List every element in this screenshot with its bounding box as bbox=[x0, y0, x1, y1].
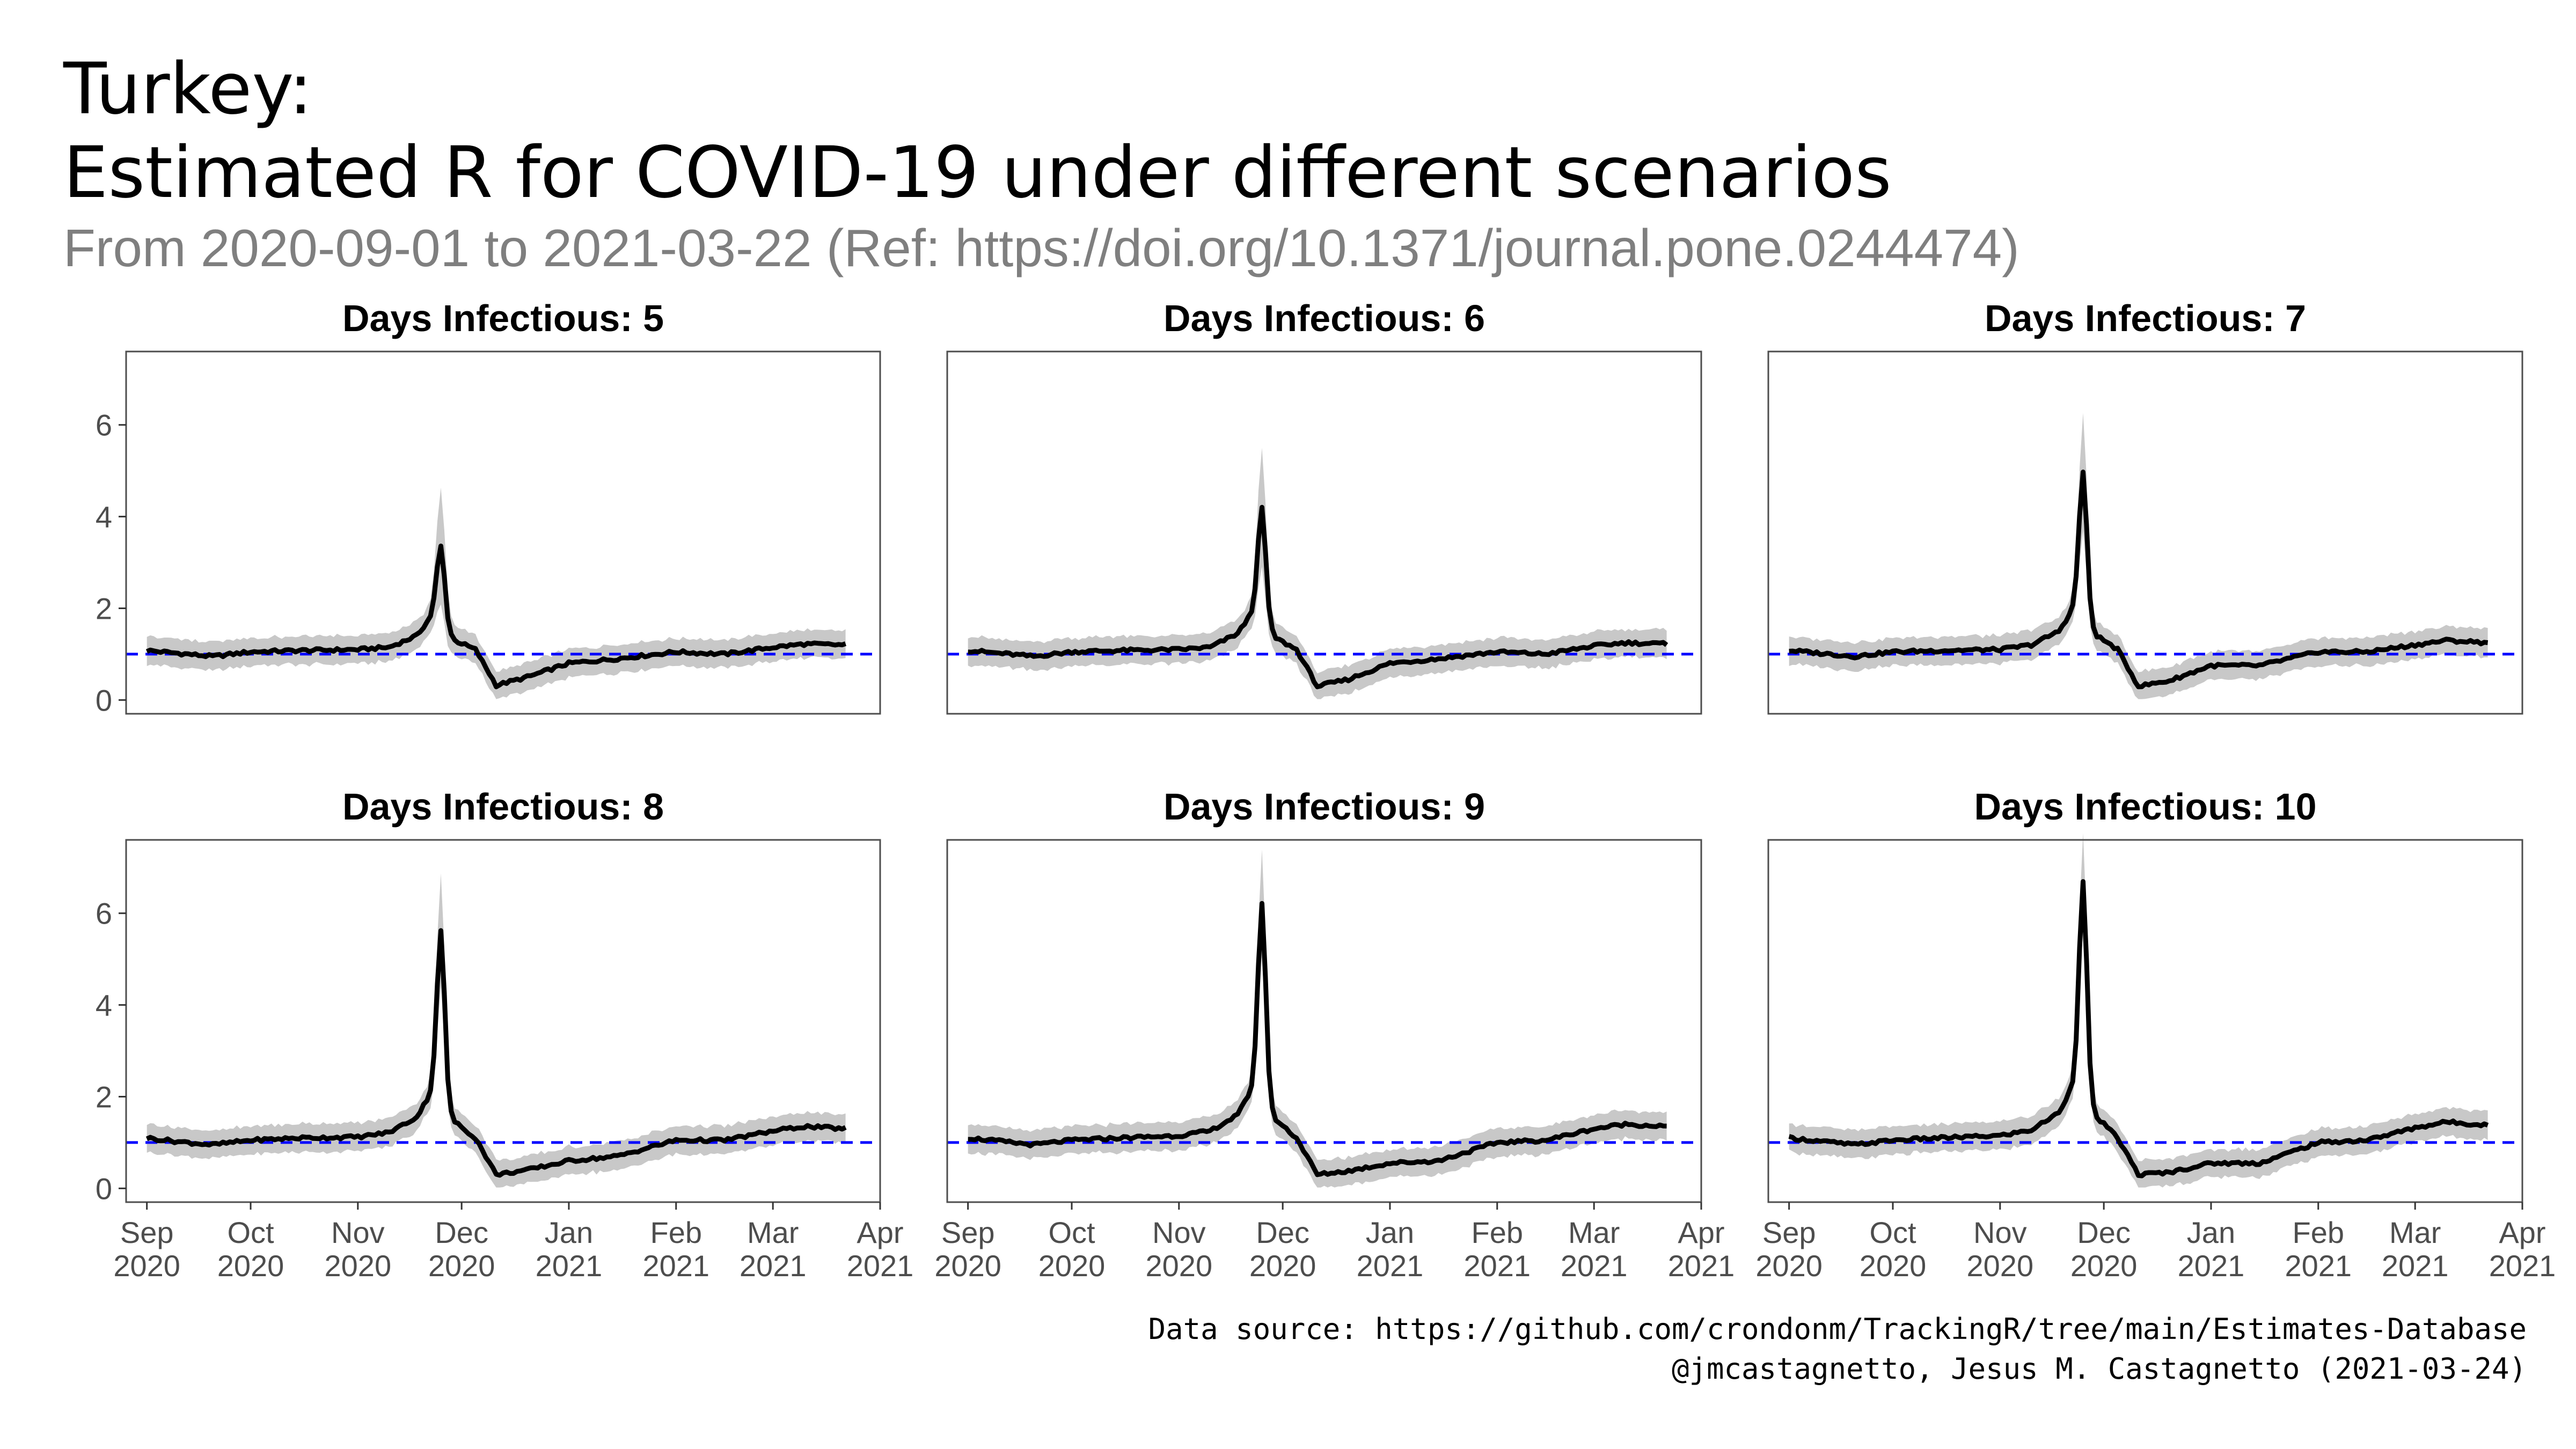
y-tick-label: 0 bbox=[96, 683, 112, 717]
x-tick-label-month: Nov bbox=[1152, 1216, 1206, 1249]
r-estimate-line bbox=[968, 504, 1668, 690]
x-tick-label-year: 2021 bbox=[536, 1249, 603, 1283]
y-tick-label: 6 bbox=[96, 897, 112, 931]
x-tick-label-year: 2020 bbox=[113, 1249, 180, 1283]
x-tick-label-month: Oct bbox=[1048, 1216, 1095, 1249]
panel-title: Days Infectious: 5 bbox=[342, 297, 664, 339]
x-tick-label-month: Feb bbox=[2292, 1216, 2344, 1249]
x-tick-label-year: 2021 bbox=[1357, 1249, 1424, 1283]
panel-title: Days Infectious: 10 bbox=[1974, 786, 2317, 828]
x-tick-label-year: 2021 bbox=[2178, 1249, 2245, 1283]
panel-title: Days Infectious: 7 bbox=[1985, 297, 2306, 339]
x-tick-label-year: 2020 bbox=[428, 1249, 495, 1283]
x-tick-label-month: Mar bbox=[1568, 1216, 1620, 1249]
panel-border bbox=[1767, 350, 2523, 715]
r-estimate-line bbox=[968, 901, 1667, 1177]
x-tick-label-year: 2021 bbox=[2285, 1249, 2352, 1283]
confidence-ribbon bbox=[1789, 413, 2488, 699]
x-tick-label-month: Sep bbox=[1762, 1216, 1816, 1249]
data-source-caption: Data source: https://github.com/crondonm… bbox=[1148, 1312, 2527, 1346]
x-tick-label-year: 2021 bbox=[847, 1249, 914, 1283]
x-tick-label-year: 2021 bbox=[2382, 1249, 2449, 1283]
x-tick-label-year: 2020 bbox=[1249, 1249, 1316, 1283]
title-line-1: Turkey: bbox=[63, 48, 313, 130]
x-tick-label-month: Nov bbox=[331, 1216, 385, 1249]
y-tick-label: 2 bbox=[96, 1080, 112, 1114]
panel-title: Days Infectious: 9 bbox=[1163, 786, 1485, 828]
x-tick-label-month: Feb bbox=[650, 1216, 702, 1249]
facet-panel: Days Infectious: 7 bbox=[1767, 297, 2523, 715]
y-tick-label: 0 bbox=[96, 1172, 112, 1205]
x-tick-label-year: 2021 bbox=[1463, 1249, 1531, 1283]
x-tick-label-month: Dec bbox=[1256, 1216, 1309, 1249]
confidence-ribbon bbox=[968, 448, 1667, 699]
x-tick-label-year: 2020 bbox=[2070, 1249, 2138, 1283]
x-tick-label-month: Oct bbox=[1869, 1216, 1916, 1249]
x-tick-label-year: 2021 bbox=[1561, 1249, 1628, 1283]
x-tick-label-month: Feb bbox=[1471, 1216, 1523, 1249]
x-tick-label-month: Mar bbox=[2389, 1216, 2441, 1249]
y-tick-label: 4 bbox=[96, 989, 112, 1022]
y-tick-label: 4 bbox=[96, 500, 112, 534]
x-tick-label-month: Dec bbox=[2077, 1216, 2131, 1249]
facet-panel: Days Infectious: 5 0 2 4 6 bbox=[96, 297, 881, 717]
x-tick-label-year: 2021 bbox=[642, 1249, 709, 1283]
x-tick-label-year: 2021 bbox=[2489, 1249, 2556, 1283]
y-tick-label: 6 bbox=[96, 408, 112, 442]
x-tick-label-year: 2020 bbox=[934, 1249, 1001, 1283]
y-tick-label: 2 bbox=[96, 591, 112, 625]
confidence-ribbon bbox=[147, 487, 846, 699]
panel-border bbox=[946, 839, 1702, 1203]
confidence-ribbon bbox=[968, 850, 1667, 1188]
x-tick-label-month: Apr bbox=[857, 1216, 903, 1249]
r-estimate-line bbox=[145, 543, 847, 690]
x-tick-label-year: 2020 bbox=[325, 1249, 392, 1283]
panel-border bbox=[125, 350, 881, 715]
x-tick-label-year: 2020 bbox=[217, 1249, 284, 1283]
r-estimate-line bbox=[1789, 470, 2489, 690]
confidence-ribbon bbox=[1789, 833, 2488, 1188]
x-tick-label-year: 2020 bbox=[1755, 1249, 1823, 1283]
caption: Data source: https://github.com/crondonm… bbox=[1148, 1309, 2527, 1389]
confidence-ribbon bbox=[147, 873, 846, 1188]
panel-border bbox=[1767, 839, 2523, 1203]
x-tick-label-month: Apr bbox=[2499, 1216, 2545, 1249]
x-tick-label-month: Sep bbox=[941, 1216, 995, 1249]
x-tick-label-year: 2020 bbox=[1038, 1249, 1106, 1283]
x-tick-label-year: 2020 bbox=[1967, 1249, 2034, 1283]
x-tick-label-month: Mar bbox=[747, 1216, 799, 1249]
panel-border bbox=[125, 839, 881, 1203]
facet-panel: Days Infectious: 10Sep2020Oct2020Nov2020… bbox=[1755, 786, 2556, 1283]
author-caption: @jmcastagnetto, Jesus M. Castagnetto (20… bbox=[1671, 1352, 2527, 1386]
x-tick-label-month: Jan bbox=[1366, 1216, 1414, 1249]
x-tick-label-year: 2021 bbox=[1668, 1249, 1735, 1283]
panel-border bbox=[946, 350, 1702, 715]
x-tick-label-month: Apr bbox=[1678, 1216, 1724, 1249]
facet-panel: Days Infectious: 6 bbox=[946, 297, 1702, 715]
title-line-2: Estimated R for COVID-19 under different… bbox=[63, 131, 1892, 214]
panel-title: Days Infectious: 6 bbox=[1163, 297, 1485, 339]
x-tick-label-month: Nov bbox=[1973, 1216, 2027, 1249]
facet-panel: Days Infectious: 80246Sep2020Oct2020Nov2… bbox=[96, 786, 913, 1283]
x-tick-label-year: 2020 bbox=[1860, 1249, 1927, 1283]
x-tick-label-year: 2021 bbox=[740, 1249, 807, 1283]
facet-panel: Days Infectious: 9Sep2020Oct2020Nov2020D… bbox=[934, 786, 1735, 1283]
x-tick-label-year: 2020 bbox=[1146, 1249, 1213, 1283]
panel-title: Days Infectious: 8 bbox=[342, 786, 664, 828]
r-estimate-line bbox=[1788, 879, 2489, 1179]
x-tick-label-month: Jan bbox=[545, 1216, 593, 1249]
chart-title: Turkey: Estimated R for COVID-19 under d… bbox=[63, 47, 1892, 215]
x-tick-label-month: Oct bbox=[227, 1216, 274, 1249]
chart-subtitle: From 2020-09-01 to 2021-03-22 (Ref: http… bbox=[63, 218, 2019, 277]
x-tick-label-month: Dec bbox=[435, 1216, 488, 1249]
x-tick-label-month: Jan bbox=[2187, 1216, 2235, 1249]
r-estimate-line bbox=[145, 928, 847, 1178]
x-tick-label-month: Sep bbox=[120, 1216, 174, 1249]
